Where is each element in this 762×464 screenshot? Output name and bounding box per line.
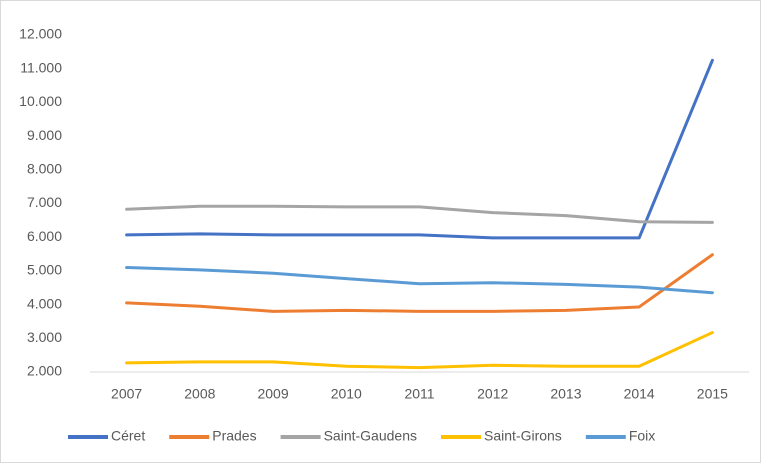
- x-tick-label: 2014: [624, 386, 655, 402]
- series-line: [125, 331, 714, 370]
- legend-label: Saint-Girons: [484, 428, 562, 444]
- y-tick-label: 10.000: [19, 93, 62, 109]
- y-tick-label: 5.000: [27, 262, 62, 278]
- y-tick-label: 12.000: [19, 26, 62, 42]
- x-tick-label: 2009: [257, 386, 288, 402]
- legend-label: Saint-Gaudens: [324, 428, 417, 444]
- series-line: [125, 204, 714, 224]
- series-line: [125, 253, 714, 313]
- y-tick-label: 9.000: [27, 127, 62, 143]
- y-tick-label: 7.000: [27, 194, 62, 210]
- y-tick-label: 6.000: [27, 228, 62, 244]
- y-tick-label: 2.000: [27, 363, 62, 379]
- y-tick-label: 4.000: [27, 295, 62, 311]
- x-tick-label: 2012: [477, 386, 508, 402]
- y-tick-label: 11.000: [20, 59, 62, 75]
- x-tick-label: 2013: [550, 386, 581, 402]
- y-tick-label: 8.000: [27, 161, 62, 177]
- y-tick-label: 3.000: [27, 329, 62, 345]
- legend-label: Prades: [212, 428, 256, 444]
- legend-label: Céret: [111, 428, 145, 444]
- x-tick-label: 2007: [111, 386, 142, 402]
- x-tick-label: 2015: [697, 386, 728, 402]
- series-line: [125, 58, 714, 240]
- x-tick-label: 2008: [184, 386, 215, 402]
- x-tick-label: 2010: [331, 386, 362, 402]
- legend-label: Foix: [629, 428, 655, 444]
- series-line: [125, 266, 714, 295]
- x-tick-label: 2011: [404, 386, 434, 402]
